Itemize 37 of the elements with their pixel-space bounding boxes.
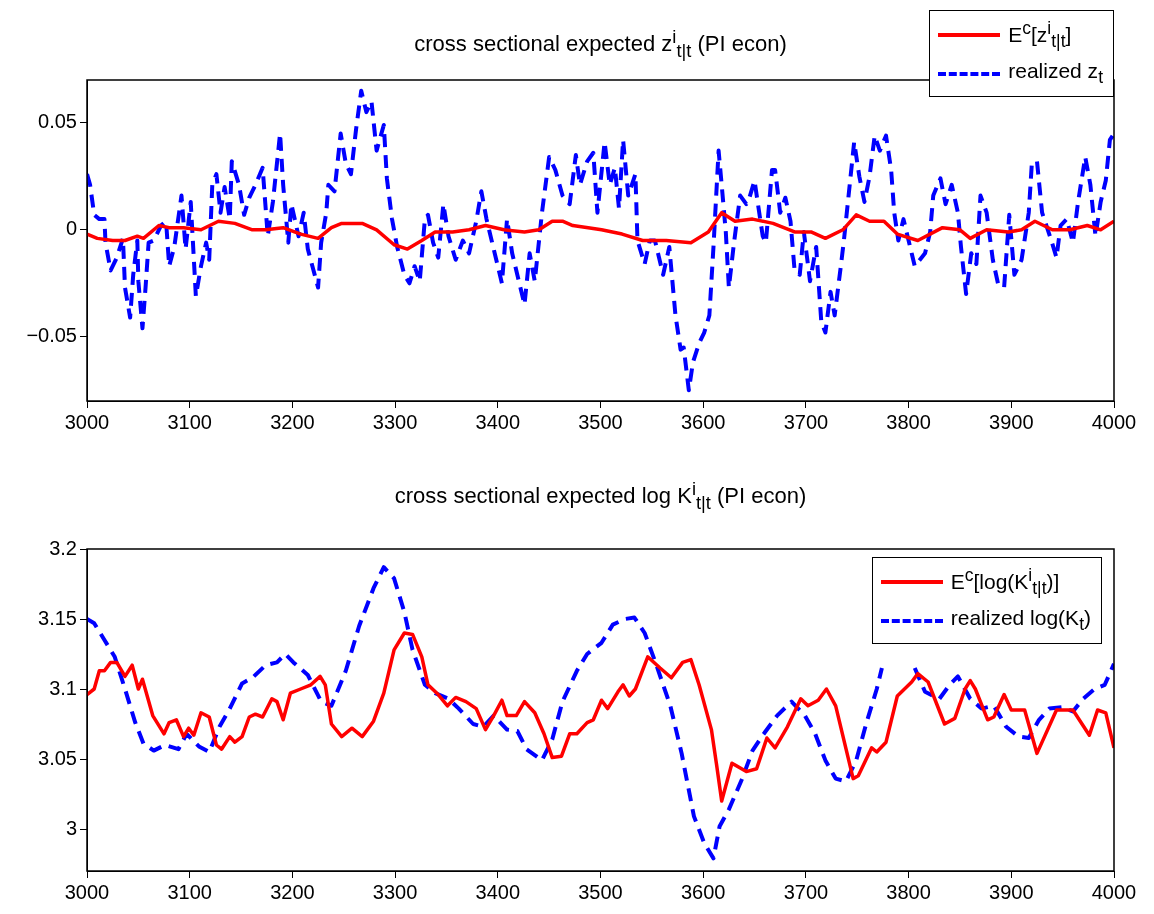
x-tick-label: 3700 [783,410,829,433]
x-tick-label: 3700 [783,880,829,903]
x-tick-label: 4000 [1091,410,1137,433]
x-tick-label: 3400 [475,880,521,903]
x-tick-label: 3800 [886,410,931,433]
x-tick-label: 3000 [64,880,110,903]
y-tick-label: −0.05 [26,324,77,347]
x-tick-label: 3000 [64,410,110,433]
legend-label: E$^{c}$[z$^{i}$$_{t|t}$] [1008,17,1072,54]
x-tick-label: 3800 [886,880,931,903]
chart-title: cross sectional expected log K$^{i}$$_{t|t}$ (PI econ) [393,478,808,514]
x-tick-label: 3400 [475,410,521,433]
y-tick-label: 3 [65,816,77,839]
x-tick-label: 3200 [270,880,315,903]
x-tick-label: 3100 [167,410,212,433]
x-tick-label: 3300 [372,410,418,433]
legend-label: realized log(K$_{t}$) [950,605,1091,637]
x-tick-label: 3600 [680,410,726,433]
legend-label: E$^{c}$[log(K$^{i}$$_{t|t}$)] [950,564,1060,601]
y-tick-label: 3.1 [49,676,77,699]
y-tick-label: 3.05 [38,746,77,769]
chart-title: cross sectional expected z$^{i}$$_{t|t}$ (PI econ) [414,26,787,61]
y-tick-label: 0 [65,217,77,240]
y-tick-label: 3.15 [38,606,77,629]
x-tick-label: 3600 [680,880,726,903]
y-tick-label: 3.2 [49,536,77,559]
y-tick-label: 0.05 [38,110,77,133]
x-tick-label: 3900 [989,410,1034,433]
x-tick-label: 3900 [989,880,1034,903]
x-tick-label: 3100 [167,880,212,903]
legend-label: realized z$_{t}$ [1008,58,1103,90]
x-tick-label: 3200 [270,410,315,433]
x-tick-label: 3500 [578,880,623,903]
x-tick-label: 3500 [578,410,623,433]
x-tick-label: 4000 [1091,880,1137,903]
line-series [87,88,1114,393]
x-tick-label: 3300 [372,880,418,903]
